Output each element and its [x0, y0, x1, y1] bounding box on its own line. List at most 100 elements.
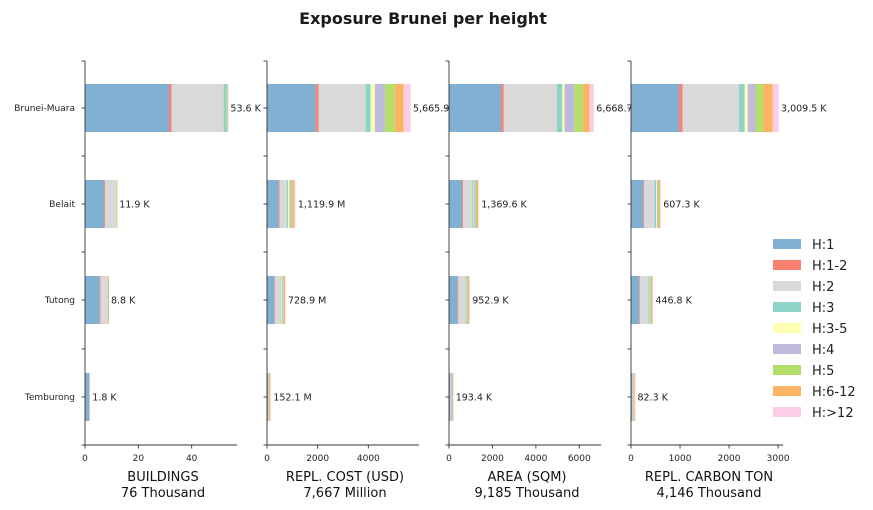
- bar-belait-h-3-5: [656, 180, 657, 228]
- bar-tutong-h-2: [639, 276, 649, 324]
- bar-belait-h-1-2: [462, 180, 464, 228]
- bar-temburong-h-2: [89, 373, 90, 421]
- bar-brunei-muara-h-12: [589, 84, 594, 132]
- bar-belait-h-5: [291, 180, 293, 228]
- total-label: 728.9 M: [288, 296, 326, 307]
- x-tick-label: 3000: [767, 454, 790, 464]
- bar-temburong-h-6-12: [634, 373, 635, 421]
- bar-brunei-muara-h-6-12: [394, 84, 404, 132]
- legend: H:1 H:1-2 H:2 H:3 H:3-5 H:4 H:5 H:6-12 H:>12: [773, 238, 856, 421]
- bar-tutong-h-2: [100, 276, 108, 324]
- bar-tutong-h-3-5: [281, 276, 283, 324]
- bar-tutong-h-1: [267, 276, 275, 324]
- bar-brunei-muara-h-3: [556, 84, 563, 132]
- legend-swatch: [773, 323, 801, 333]
- legend-swatch: [773, 344, 801, 354]
- legend-label: H:1: [812, 238, 834, 253]
- legend-swatch: [773, 260, 801, 270]
- x-tick-label: 4000: [357, 454, 380, 464]
- x-axis-label: BUILDINGS: [127, 470, 198, 485]
- bar-brunei-muara-h-2: [318, 84, 366, 132]
- bar-belait-h-6-12: [292, 180, 295, 228]
- bar-belait-h-2: [463, 180, 473, 228]
- category-label: Tutong: [44, 296, 75, 306]
- total-label: 446.8 K: [655, 296, 692, 307]
- bar-belait-h-3: [654, 180, 657, 228]
- bar-brunei-muara-h-4: [747, 84, 756, 132]
- category-label: Temburong: [24, 393, 75, 403]
- legend-label: H:>12: [812, 406, 854, 421]
- bar-brunei-muara-h-2: [171, 84, 224, 132]
- bar-brunei-muara-h-1-2: [169, 84, 172, 132]
- panel-4: 3,009.5 K 607.3 K 446.8 K 82.3 K 0 1000 2000 30…: [627, 60, 827, 501]
- bar-tutong-h-12: [652, 276, 654, 324]
- bar-belait-h-4: [474, 180, 476, 228]
- bar-temburong-h-12: [453, 373, 454, 421]
- bar-tutong-h-1: [449, 276, 458, 324]
- bar-temburong-h-4: [451, 373, 453, 421]
- bar-belait-h-5: [475, 180, 478, 228]
- bar-brunei-muara-h-1: [85, 84, 169, 132]
- bar-temburong-h-1: [85, 373, 90, 421]
- x-axis-sublabel: 76 Thousand: [121, 486, 205, 501]
- bar-brunei-muara-h-4: [374, 84, 386, 132]
- bar-belait-h-3: [472, 180, 474, 228]
- bar-brunei-muara-h-3: [738, 84, 745, 132]
- x-tick-label: 0: [82, 454, 88, 464]
- x-tick-label: 1000: [669, 454, 692, 464]
- bar-temburong-h-2: [632, 373, 634, 421]
- bar-brunei-muara-h-1: [631, 84, 680, 132]
- total-label: 607.3 K: [663, 200, 700, 211]
- total-label: 193.4 K: [456, 393, 493, 404]
- x-axis-label: REPL. CARBON TON: [645, 470, 773, 485]
- bar-tutong-h-3-5: [649, 276, 651, 324]
- chart-title: Exposure Brunei per height: [299, 9, 547, 28]
- bar-tutong-h-2: [458, 276, 466, 324]
- bar-brunei-muara-h-2: [503, 84, 557, 132]
- x-tick-label: 20: [133, 454, 145, 464]
- bar-belait-h-3-5: [473, 180, 475, 228]
- bar-brunei-muara-h-2: [682, 84, 739, 132]
- bar-tutong-h-1-2: [99, 276, 101, 324]
- bar-tutong-h-3-5: [465, 276, 467, 324]
- bar-brunei-muara-h-1-2: [501, 84, 504, 132]
- bar-tutong-h-6-12: [468, 276, 470, 324]
- bar-tutong-h-5: [650, 276, 652, 324]
- bar-brunei-muara-h-6-12: [227, 84, 229, 132]
- bar-tutong-h-4: [649, 276, 651, 324]
- legend-swatch: [773, 407, 801, 417]
- total-label: 152.1 M: [273, 393, 311, 404]
- panel-2: 5,665.9 1,119.9 M 728.9 M 152.1 M 0 2000 4000 R…: [263, 60, 449, 501]
- bar-belait-h-2: [279, 180, 288, 228]
- bar-belait-h-1-2: [104, 180, 106, 228]
- x-tick-label: 6000: [568, 454, 591, 464]
- bar-brunei-muara-h-1: [449, 84, 502, 132]
- x-tick-label: 0: [628, 454, 634, 464]
- bar-tutong-h-1-2: [457, 276, 459, 324]
- bar-belait-h-1: [449, 180, 463, 228]
- bar-belait-h-3-5: [288, 180, 290, 228]
- panel-3: 6,668.7 1,369.6 K 952.9 K 193.4 K 0 2000 4000 6…: [445, 60, 633, 501]
- bar-tutong-h-1-2: [639, 276, 640, 324]
- bar-tutong-h-3: [280, 276, 282, 324]
- bar-belait-h-2: [644, 180, 655, 228]
- bar-brunei-muara-h-1: [267, 84, 316, 132]
- bar-tutong-h-1-2: [274, 276, 275, 324]
- bar-tutong-h-4: [282, 276, 284, 324]
- bar-tutong-h-3: [648, 276, 650, 324]
- legend-label: H:5: [812, 364, 834, 379]
- x-axis-label: AREA (SQM): [487, 470, 566, 485]
- legend-label: H:2: [812, 280, 834, 295]
- total-label: 11.9 K: [119, 200, 150, 211]
- bar-brunei-muara-h-3-5: [744, 84, 748, 132]
- bar-belait-h-6-12: [477, 180, 479, 228]
- bar-belait-h-1-2: [643, 180, 645, 228]
- bar-brunei-muara-h-12: [772, 84, 779, 132]
- total-label: 952.9 K: [472, 296, 509, 307]
- x-tick-label: 2000: [718, 454, 741, 464]
- bar-belait-h-6-12: [116, 180, 118, 228]
- x-axis-sublabel: 4,146 Thousand: [657, 486, 762, 501]
